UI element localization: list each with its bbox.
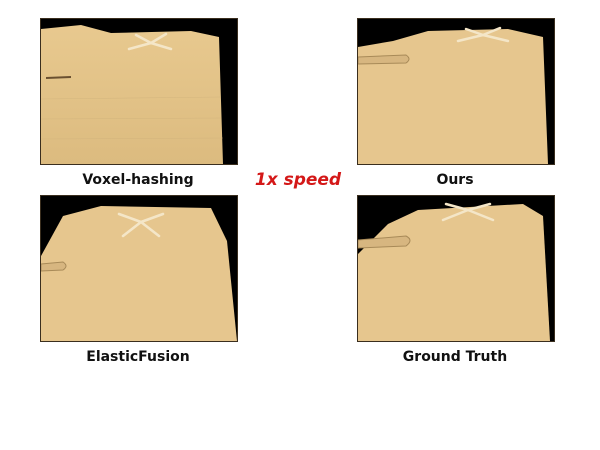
ours-caption: Ours bbox=[436, 172, 474, 188]
elasticfusion-caption: ElasticFusion bbox=[86, 349, 190, 365]
voxel-hashing-caption: Voxel-hashing bbox=[82, 172, 194, 188]
ground-truth-caption: Ground Truth bbox=[402, 349, 508, 365]
ours-reconstruction bbox=[357, 18, 555, 165]
ground-truth-reconstruction bbox=[357, 195, 555, 342]
elasticfusion-reconstruction bbox=[40, 195, 238, 342]
voxel-hashing-reconstruction bbox=[40, 18, 238, 165]
speed-label: 1x speed bbox=[254, 170, 342, 190]
